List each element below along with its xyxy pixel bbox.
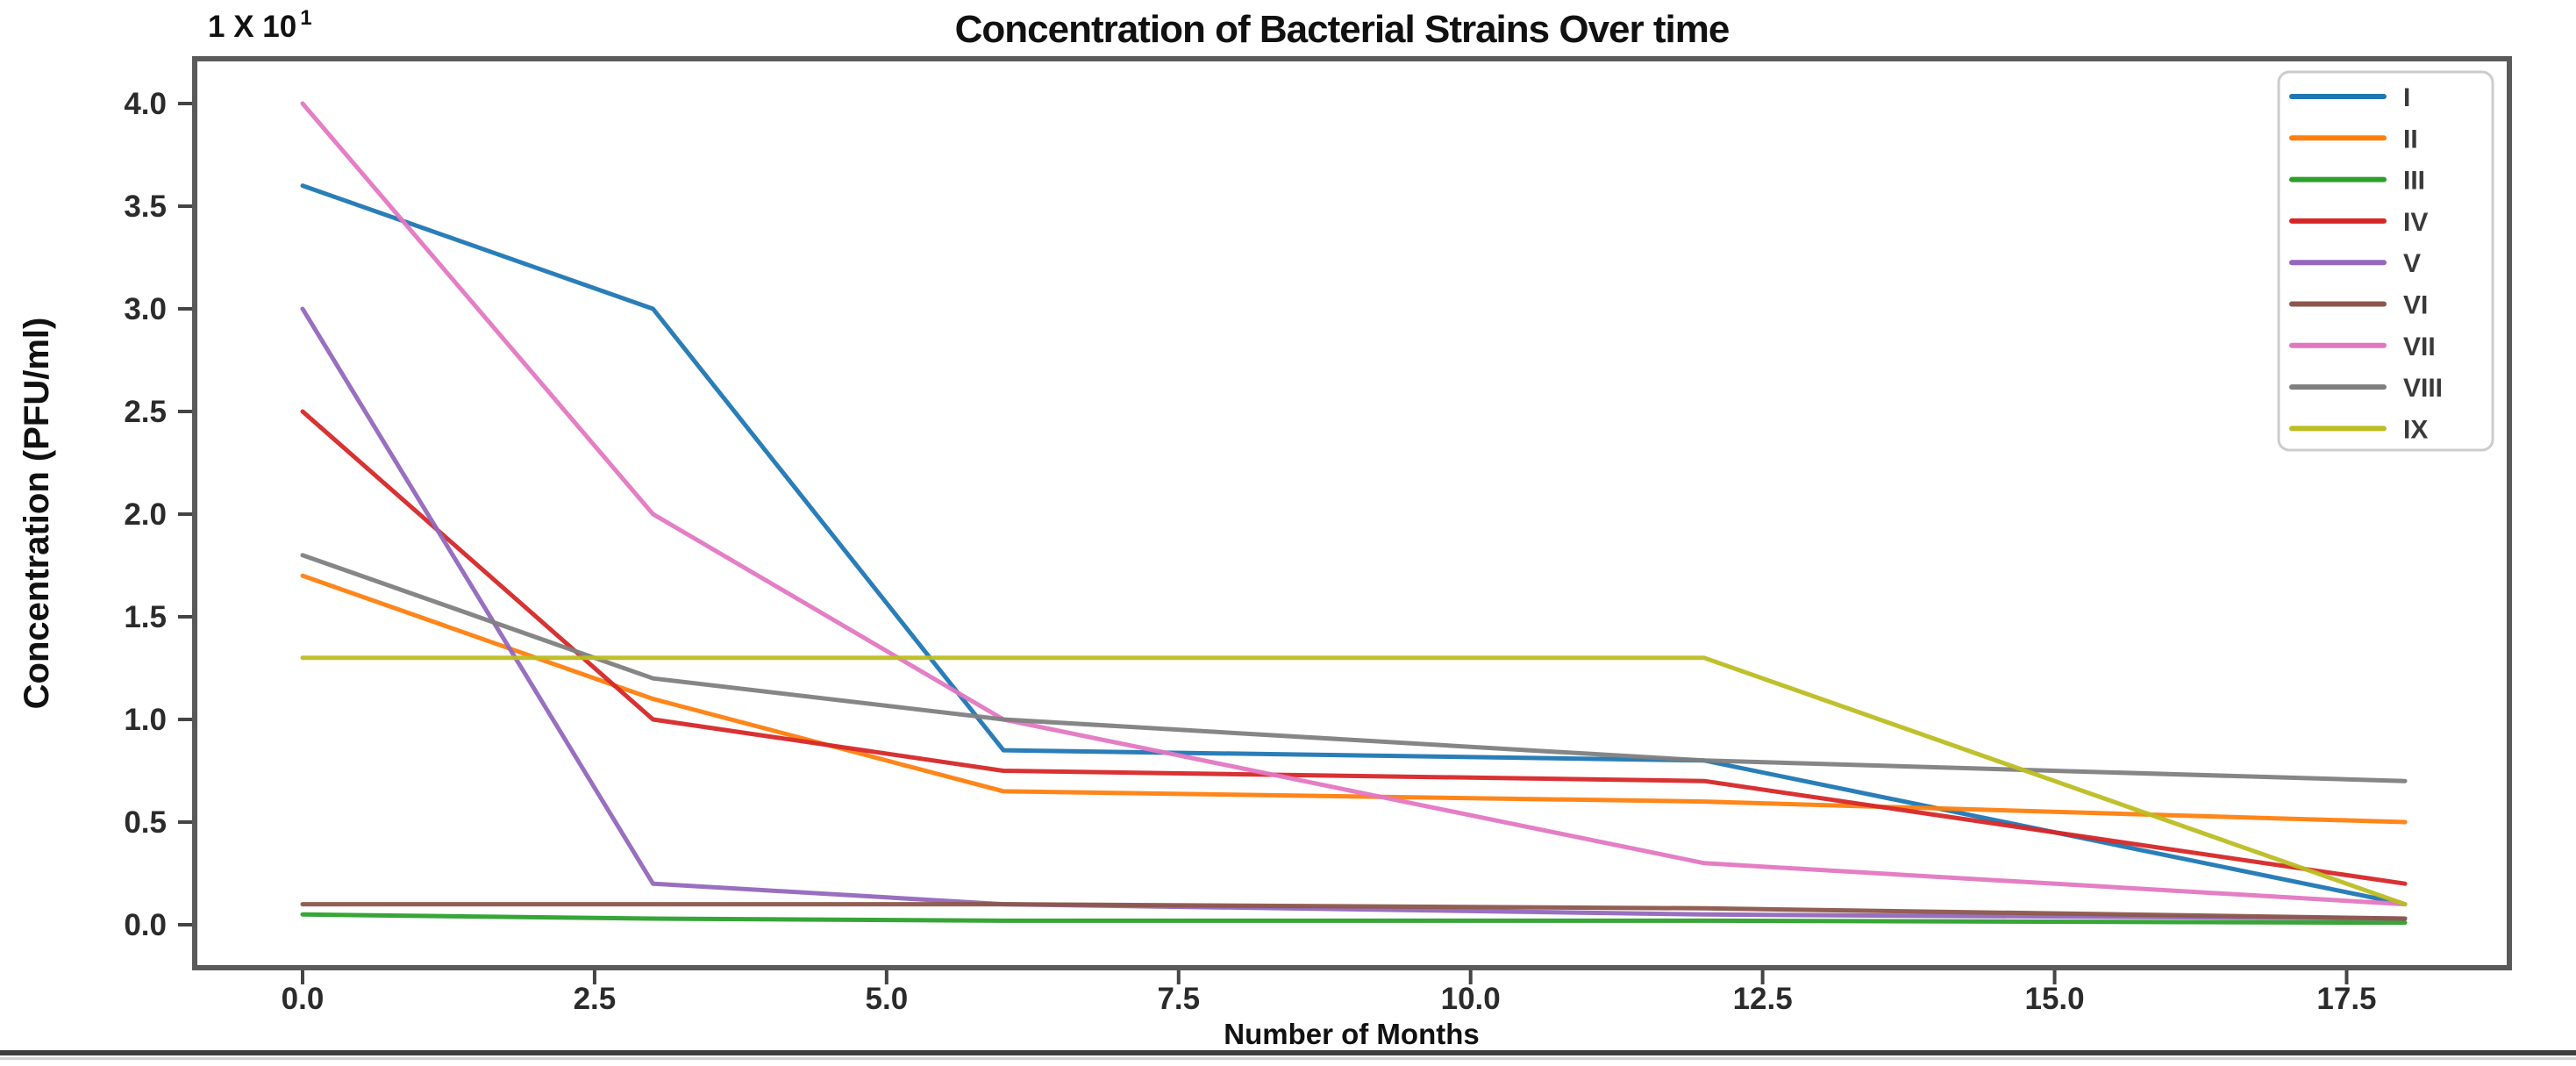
x-tick-label: 10.0	[1441, 982, 1501, 1016]
y-tick-label: 4.0	[124, 87, 167, 121]
x-tick-label: 7.5	[1157, 982, 1200, 1016]
y-tick-label: 1.5	[124, 600, 167, 634]
legend-label-IX: IX	[2403, 415, 2428, 444]
legend-item-VIII: VIII	[2289, 374, 2443, 403]
y-axis-offset-text: 1 X 10 1	[208, 6, 312, 44]
y-axis-ticks: 0.0 0.5 1.0 1.5 2.0 2.5 3.0 3.5 4.0	[124, 87, 195, 942]
x-tick-label: 2.5	[574, 982, 617, 1016]
series-line-VI	[300, 902, 2408, 921]
x-axis-label: Number of Months	[1224, 1018, 1479, 1050]
axes-spines	[192, 56, 2512, 970]
series-line-IV	[300, 409, 2408, 886]
legend-label-IV: IV	[2403, 208, 2428, 237]
series-line-IX	[300, 655, 2408, 907]
legend-label-V: V	[2403, 249, 2421, 278]
y-tick-label: 1.0	[124, 703, 167, 737]
legend-item-VII: VII	[2289, 333, 2436, 361]
x-tick-label: 12.5	[1733, 982, 1793, 1016]
x-tick-label: 15.0	[2024, 982, 2084, 1016]
x-tick-label: 5.0	[866, 982, 909, 1016]
y-tick-label: 2.0	[124, 497, 167, 532]
legend-item-II: II	[2289, 125, 2418, 154]
y-tick-label: 2.5	[124, 395, 167, 429]
legend-label-VII: VII	[2403, 333, 2436, 361]
legend-label-I: I	[2403, 83, 2410, 112]
legend-label-III: III	[2403, 167, 2425, 196]
y-tick-label: 3.0	[124, 292, 167, 326]
y-axis-label: Concentration (PFU/ml)	[18, 318, 56, 710]
legend-item-V: V	[2289, 249, 2421, 278]
series-line-VIII	[300, 553, 2408, 783]
x-tick-label: 0.0	[282, 982, 325, 1016]
legend-item-IV: IV	[2289, 208, 2428, 237]
y-tick-label: 0.0	[124, 908, 167, 942]
data-series-lines	[300, 101, 2408, 926]
legend-item-I: I	[2289, 83, 2410, 112]
legend-label-VIII: VIII	[2403, 374, 2443, 403]
plot-area	[195, 59, 2509, 968]
y-tick-label: 3.5	[124, 190, 167, 224]
series-line-III	[300, 912, 2408, 926]
legend-item-IX: IX	[2289, 415, 2428, 444]
legend-label-VI: VI	[2403, 291, 2428, 320]
x-axis-ticks: 0.0 2.5 5.0 7.5 10.0 12.5 15.0 17.5	[282, 968, 2377, 1016]
y-tick-label: 0.5	[124, 805, 167, 840]
x-tick-label: 17.5	[2316, 982, 2376, 1016]
legend-item-VI: VI	[2289, 291, 2428, 320]
legend-item-III: III	[2289, 167, 2425, 196]
bottom-border-light	[0, 1057, 2576, 1060]
bottom-border-dark	[0, 1050, 2576, 1055]
legend-label-II: II	[2403, 125, 2418, 154]
chart-title: Concentration of Bacterial Strains Over …	[955, 8, 1730, 51]
